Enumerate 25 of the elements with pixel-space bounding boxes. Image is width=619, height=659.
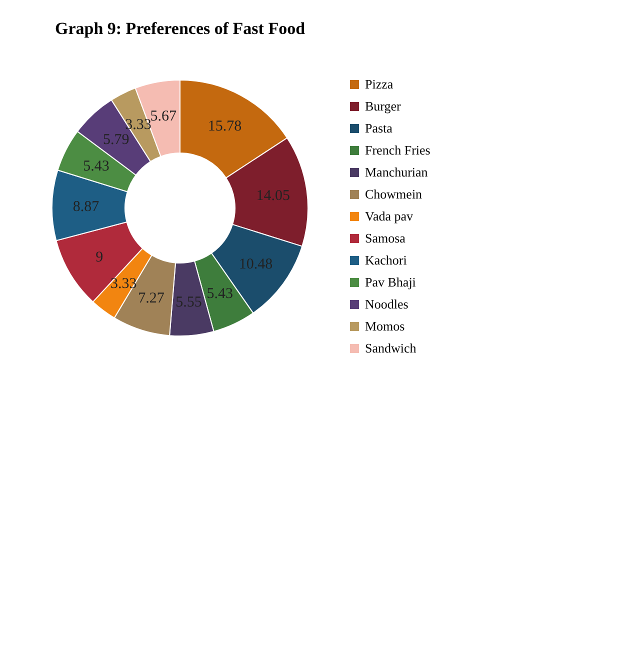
data-label: 10.48	[238, 256, 273, 273]
legend-label: Pizza	[365, 76, 394, 92]
chart-title: Graph 9: Preferences of Fast Food	[54, 19, 306, 38]
legend-label: Samosa	[365, 230, 406, 246]
data-label: 7.27	[138, 290, 165, 307]
legend-label: Pav Bhaji	[365, 274, 416, 290]
data-label: 5.67	[150, 108, 177, 124]
data-label: 5.43	[83, 158, 110, 174]
legend-label: French Fries	[365, 142, 430, 158]
data-label: 5.55	[176, 294, 202, 311]
data-label: 9	[96, 249, 104, 266]
legend-label: Burger	[365, 98, 402, 114]
legend-label: Noodles	[365, 296, 408, 312]
legend-label: Chowmein	[365, 186, 423, 202]
legend-label: Vada pav	[365, 208, 414, 224]
legend-label: Sandwich	[365, 340, 417, 356]
data-label: 5.43	[206, 286, 233, 302]
legend-label: Momos	[365, 318, 405, 334]
data-label: 15.78	[208, 118, 242, 134]
data-label: 14.05	[256, 188, 290, 204]
data-label: 8.87	[72, 198, 100, 215]
data-label: 5.79	[102, 132, 130, 148]
legend-label: Kachori	[365, 252, 408, 268]
legend-label: Manchurian	[365, 164, 428, 180]
legend-label: Pasta	[365, 120, 393, 136]
